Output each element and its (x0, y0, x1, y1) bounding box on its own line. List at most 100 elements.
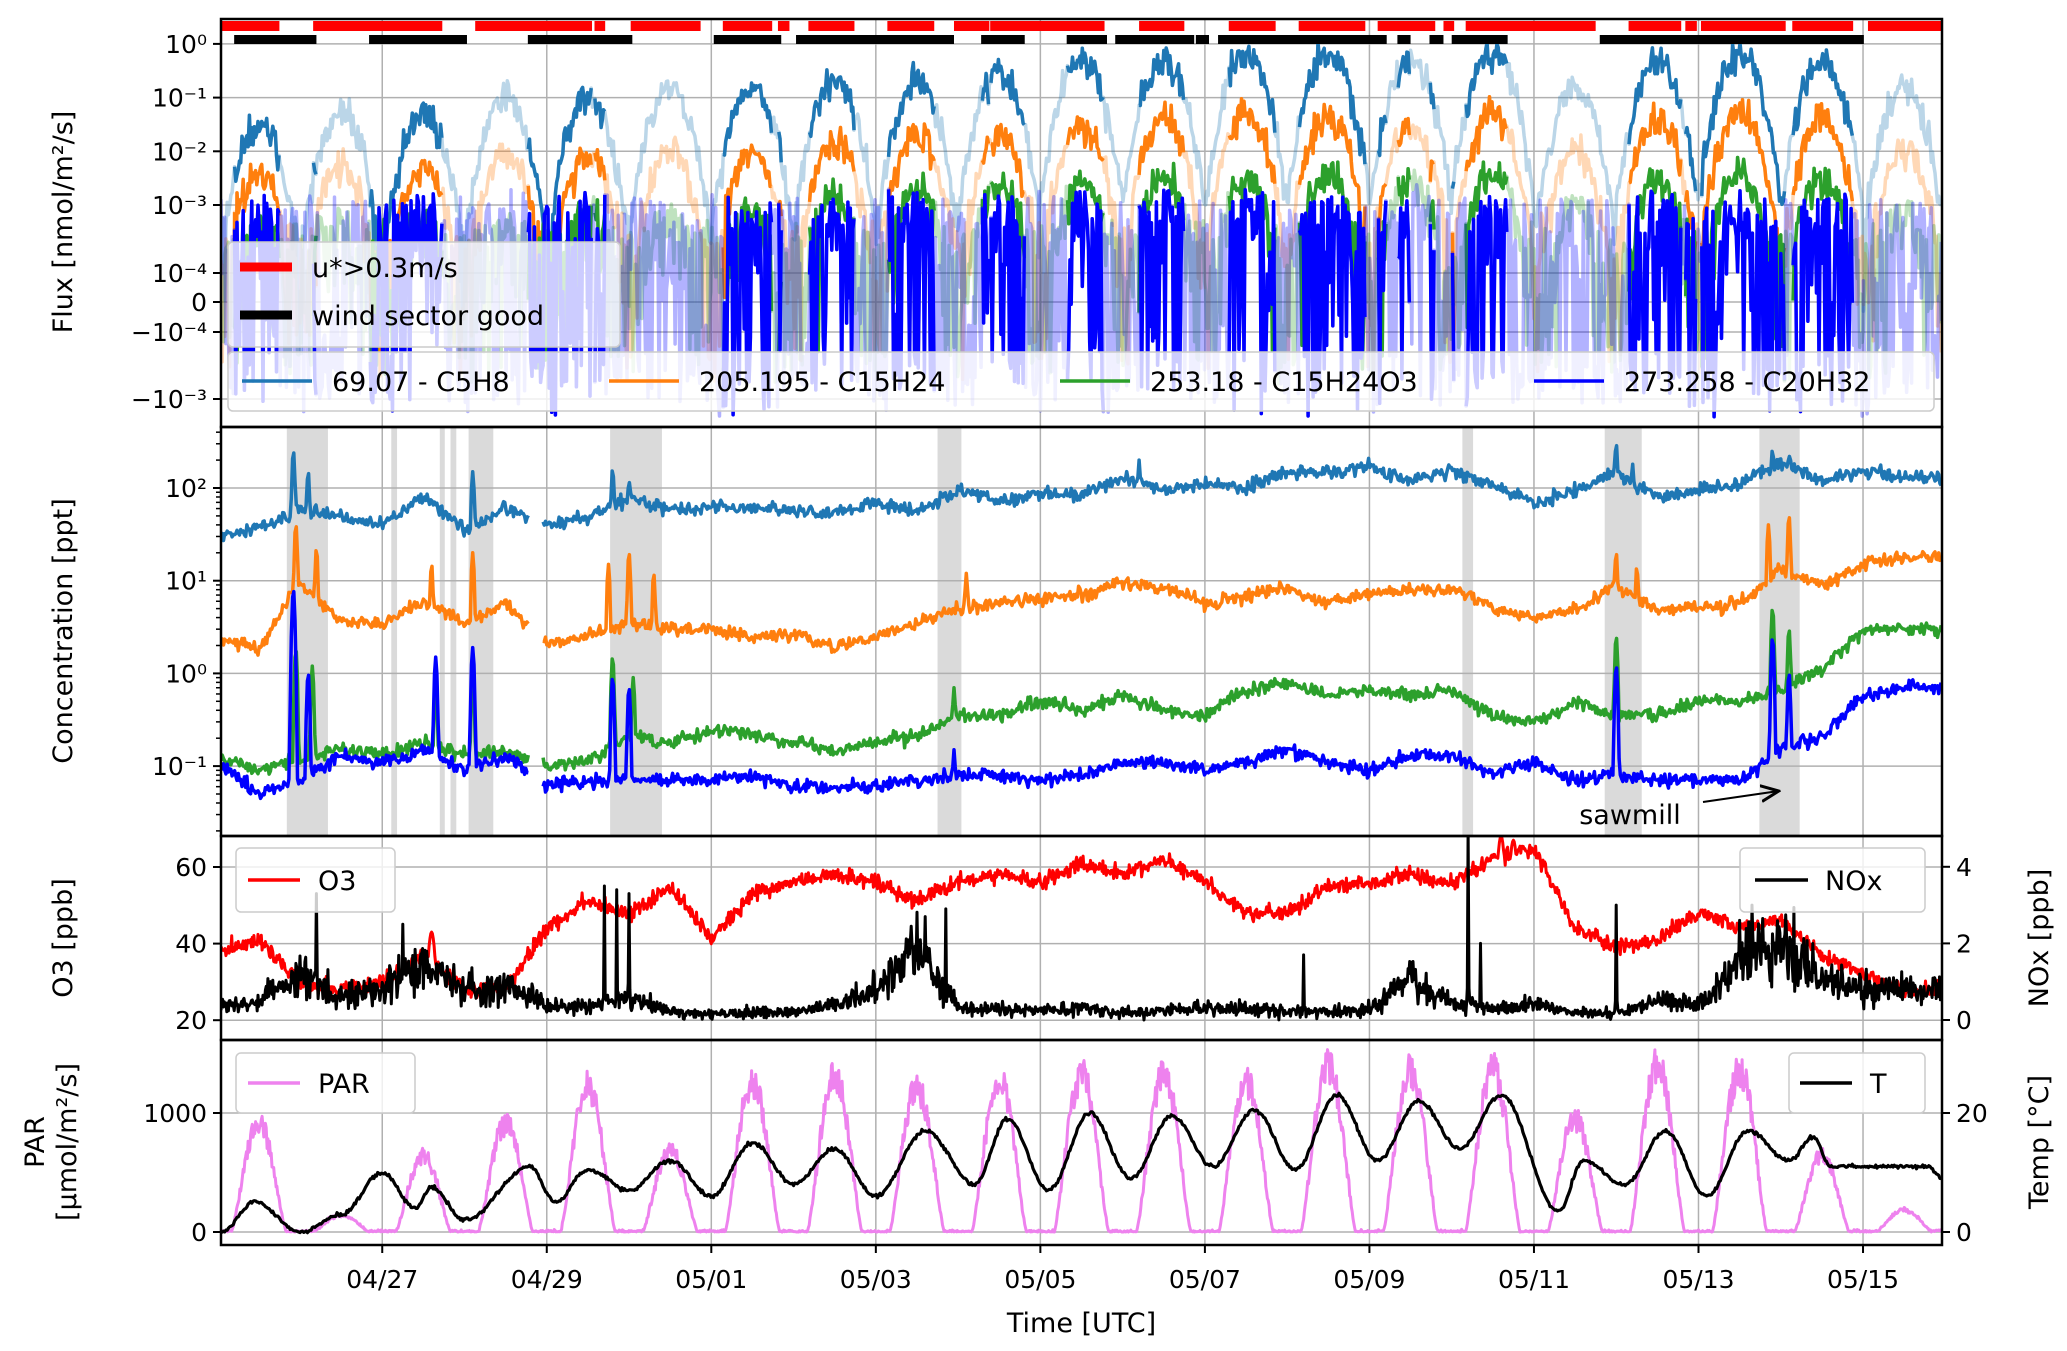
shaded-interval (1462, 427, 1474, 836)
x-tick-label: 05/15 (1827, 1265, 1899, 1294)
legend-label: O3 (318, 866, 356, 897)
flag-bar-wind-sector (1066, 35, 1108, 44)
axes-layer: sawmill10⁰10⁻¹10⁻²10⁻³10⁻⁴0−10⁻⁴−10⁻³10²… (20, 17, 2055, 1339)
y-axis-label-par-units: [µmol/m²/s] (52, 1063, 83, 1221)
legend-label: u*>0.3m/s (312, 253, 458, 284)
shaded-interval (937, 427, 962, 836)
x-tick-label: 05/07 (1169, 1265, 1241, 1294)
flag-bar-ustar (1867, 21, 1942, 31)
x-axis-label: Time [UTC] (1006, 1308, 1156, 1339)
y-tick-label: 10⁻¹ (152, 752, 207, 781)
y-axis-label-concentration: Concentration [ppt] (48, 498, 79, 764)
temperature-series (221, 1091, 1942, 1235)
flag-bar-wind-sector (796, 35, 954, 44)
flag-bar-ustar (221, 21, 280, 31)
o3-nox-plot-area (221, 836, 1942, 1022)
y-tick-label: 10⁻¹ (152, 84, 207, 113)
y-tick-label: 0 (1956, 1006, 1972, 1035)
flag-bar-wind-sector (1115, 35, 1195, 44)
nox-series (221, 836, 1942, 1022)
flag-bar-ustar (630, 21, 701, 31)
flag-bar-ustar (1228, 21, 1276, 31)
flag-bar-ustar (1298, 21, 1366, 31)
y-tick-label: −10⁻³ (131, 385, 207, 414)
y-tick-label: 20 (1956, 1099, 1988, 1128)
concentration-series-0 (221, 443, 1942, 543)
par-series (221, 1048, 1942, 1234)
y-tick-label: 0 (191, 288, 207, 317)
flag-bar-ustar (777, 21, 790, 31)
annotation-sawmill: sawmill (1579, 800, 1681, 831)
legend-label: 273.258 - C20H32 (1624, 367, 1870, 398)
y-tick-label: 10² (165, 474, 207, 503)
legend-temp (1788, 1052, 1926, 1114)
flag-bar-wind-sector (981, 35, 1025, 44)
y-tick-label: 10⁻² (152, 137, 207, 166)
legend-label: 253.18 - C15H24O3 (1150, 367, 1418, 398)
annotation-arrow (1702, 791, 1779, 803)
concentration-series-3 (221, 589, 1942, 801)
flag-bar-wind-sector (1218, 35, 1387, 44)
flag-bar-ustar (1700, 21, 1786, 31)
x-tick-label: 05/01 (675, 1265, 747, 1294)
flag-bar-wind-sector (1451, 35, 1508, 44)
flux-series-3 (232, 187, 1855, 419)
legend-o3 (235, 847, 396, 913)
flag-bar-ustar (887, 21, 935, 31)
o3-series (221, 836, 1942, 1000)
shaded-interval (450, 427, 457, 836)
y-tick-label: 60 (175, 853, 207, 882)
y-axis-label-nox: NOx [ppb] (2024, 869, 2055, 1008)
legend-par (235, 1052, 416, 1114)
y-axis-label-par: PAR (20, 1116, 51, 1168)
shaded-interval (1759, 427, 1800, 836)
flag-bar-ustar (990, 21, 1105, 31)
flag-bar-ustar (1139, 21, 1185, 31)
x-tick-label: 05/11 (1498, 1265, 1570, 1294)
x-tick-label: 05/03 (840, 1265, 912, 1294)
legend-label: wind sector good (312, 301, 544, 332)
y-tick-label: 40 (175, 930, 207, 959)
shaded-interval (439, 427, 445, 836)
flag-bar-ustar (808, 21, 855, 31)
flag-bar-ustar (1792, 21, 1854, 31)
concentration-series-1 (221, 516, 1942, 657)
y-tick-label: 10¹ (165, 567, 207, 596)
x-tick-label: 05/05 (1004, 1265, 1076, 1294)
par-temp-plot-area (221, 1048, 1942, 1235)
y-tick-label: 10⁰ (165, 30, 207, 59)
flag-bar-wind-sector (1397, 35, 1411, 44)
x-tick-label: 05/09 (1333, 1265, 1405, 1294)
legend-label: 205.195 - C15H24 (699, 367, 945, 398)
shaded-interval (391, 427, 398, 836)
flux-series-0 (232, 40, 1855, 315)
flag-bar-ustar (722, 21, 773, 31)
y-axis-label-o3: O3 [ppb] (48, 878, 79, 998)
y-axis-label-flux: Flux [nmol/m²/s] (48, 111, 79, 334)
x-tick-label: 04/29 (511, 1265, 583, 1294)
legend-nox (1739, 847, 1926, 913)
flag-bar-ustar (475, 21, 593, 31)
legend-label: 69.07 - C5H8 (332, 367, 510, 398)
x-tick-label: 05/13 (1662, 1265, 1734, 1294)
y-tick-label: 4 (1956, 853, 1972, 882)
y-tick-label: 10⁻⁴ (152, 259, 207, 288)
flag-bar-wind-sector (713, 35, 782, 44)
flag-bar-wind-sector (1429, 35, 1444, 44)
flag-bar-ustar (1628, 21, 1682, 31)
concentration-plot-area (221, 443, 1942, 801)
legend-label: NOx (1825, 866, 1882, 897)
flag-bar-ustar (1377, 21, 1436, 31)
flag-bar-ustar (1465, 21, 1596, 31)
legend-label: PAR (318, 1069, 370, 1100)
y-tick-label: 0 (191, 1218, 207, 1247)
flag-bar-wind-sector (369, 35, 467, 44)
y-tick-label: 20 (175, 1006, 207, 1035)
y-tick-label: −10⁻⁴ (131, 318, 207, 347)
y-tick-label: 0 (1956, 1218, 1972, 1247)
legend-label: T (1869, 1069, 1887, 1100)
flag-bar-ustar (953, 21, 990, 31)
y-tick-label: 10⁻³ (152, 191, 207, 220)
flag-bar-ustar (1685, 21, 1697, 31)
